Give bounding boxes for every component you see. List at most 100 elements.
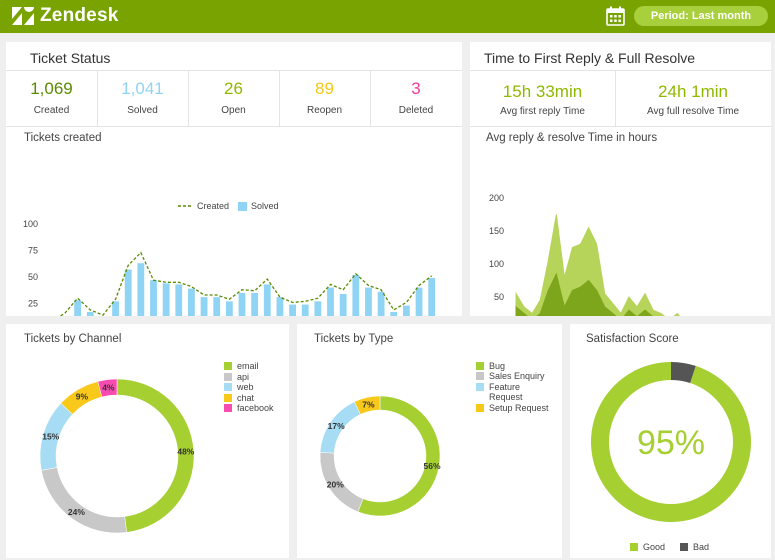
y-tick-label: 100 — [489, 259, 504, 269]
satisfaction-chart: 95% — [591, 362, 751, 522]
kpi-label: Avg full resolve Time — [646, 106, 740, 117]
reply-resolve-card: Time to First Reply & Full Resolve 15h 3… — [470, 42, 771, 316]
solved-bar — [415, 287, 423, 316]
legend-label: facebook — [237, 403, 274, 413]
legend-label: Bug — [489, 361, 506, 371]
zendesk-logo[interactable]: Zendesk — [12, 5, 119, 27]
tickets-by-channel-chart: 48% 24% 15% 9% 4% — [39, 378, 195, 534]
satisfaction-card: Satisfaction Score 95% Good Bad — [570, 324, 771, 558]
slice-label: 4% — [102, 383, 115, 393]
y-tick-label: 150 — [489, 226, 504, 236]
legend-item: Sales Enquiry — [476, 371, 545, 381]
divider — [6, 126, 462, 127]
kpi-value: 89 — [315, 79, 334, 98]
solved-bar — [86, 311, 94, 316]
avg-times-title: Avg reply & resolve Time in hours — [486, 132, 658, 144]
slice-setup-request — [354, 395, 381, 415]
solved-bar — [327, 287, 334, 316]
solved-bar — [314, 301, 322, 316]
solved-bar — [238, 292, 246, 316]
kpi-value: 1,041 — [121, 79, 164, 98]
kpi-open[interactable]: 26 Open — [188, 79, 279, 116]
solved-bar — [428, 278, 436, 316]
tickets-by-type-chart: 56% 20% 17% 7% — [319, 395, 441, 517]
kpi-reopen[interactable]: 89 Reopen — [279, 79, 370, 116]
solved-bar — [390, 311, 398, 316]
divider — [279, 70, 280, 126]
legend-created-label: Created — [197, 201, 229, 211]
divider — [370, 70, 371, 126]
legend-item: facebook — [224, 403, 274, 413]
calendar-icon[interactable] — [606, 6, 625, 26]
legend-swatch — [476, 372, 484, 380]
kpi-created[interactable]: 1,069 Created — [6, 79, 97, 116]
legend-item: Feature Request — [476, 382, 536, 402]
slice-bad — [671, 362, 696, 384]
kpi-full-resolve[interactable]: 24h 1min Avg full resolve Time — [615, 82, 771, 117]
tickets-by-channel-title: Tickets by Channel — [24, 333, 122, 345]
slice-label: 9% — [76, 392, 89, 402]
ticket-status-title: Ticket Status — [30, 50, 111, 66]
tickets-by-type-card: Tickets by Type 56% 20% 17% 7% Bug Sales Enq… — [297, 324, 562, 558]
divider — [188, 70, 189, 126]
legend-label: Feature Request — [489, 382, 523, 402]
tickets-created-legend: Created Solved — [178, 201, 279, 211]
legend-label: Setup Request — [489, 403, 549, 413]
legend-label: Good — [643, 542, 666, 552]
slice-label: 56% — [424, 461, 441, 471]
legend-item: web — [224, 382, 254, 392]
kpi-label: Created — [33, 105, 70, 116]
legend-label: email — [237, 361, 259, 371]
solved-bar — [225, 301, 233, 316]
legend-swatch — [476, 362, 484, 370]
period-selector[interactable]: Period: Last month — [634, 6, 768, 26]
solved-bar — [263, 284, 271, 316]
solved-bar — [74, 300, 82, 316]
slice-label: 48% — [177, 447, 194, 457]
legend-label: api — [237, 371, 250, 382]
solved-bar — [124, 269, 132, 316]
solved-bar — [188, 288, 195, 316]
tickets-created-title: Tickets created — [24, 132, 102, 144]
satisfaction-title: Satisfaction Score — [586, 333, 679, 345]
solved-bar — [162, 283, 170, 316]
satisfaction-value: 95% — [637, 424, 705, 462]
solved-bar — [213, 297, 221, 316]
slice-label: 20% — [327, 479, 344, 489]
solved-bar — [301, 304, 309, 316]
divider — [615, 70, 616, 126]
legend-label: Sales Enquiry — [489, 371, 545, 381]
solved-bar — [251, 292, 259, 316]
slice-label: 17% — [328, 421, 345, 431]
legend-label: web — [237, 382, 254, 392]
divider — [470, 126, 771, 127]
solved-bar — [200, 297, 208, 316]
legend-solved-label: Solved — [251, 201, 279, 211]
tickets-by-channel-card: Tickets by Channel 48% 24% 15% 9% 4% email ap… — [6, 324, 289, 558]
kpi-first-reply[interactable]: 15h 33min Avg first reply Time — [470, 82, 615, 117]
kpi-deleted[interactable]: 3 Deleted — [370, 79, 462, 116]
kpi-label: Solved — [127, 105, 158, 116]
kpi-label: Deleted — [398, 105, 434, 116]
legend-bad: Bad — [680, 542, 709, 552]
legend-swatch — [224, 383, 232, 391]
solved-bar — [402, 305, 410, 316]
kpi-value: 15h 33min — [502, 82, 583, 101]
slice-api — [41, 467, 127, 534]
legend-swatch — [476, 383, 484, 391]
solved-bar — [352, 274, 360, 316]
kpi-solved[interactable]: 1,041 Solved — [97, 79, 188, 116]
y-tick-label: 200 — [489, 193, 504, 203]
legend-good: Good — [630, 542, 665, 552]
reply-resolve-title: Time to First Reply & Full Resolve — [484, 50, 696, 66]
kpi-label: Open — [221, 105, 246, 116]
y-tick-label: 100 — [23, 219, 38, 229]
tickets-by-type-title: Tickets by Type — [314, 333, 394, 345]
y-tick-label: 50 — [494, 292, 504, 302]
divider — [470, 70, 771, 71]
kpi-label: Reopen — [306, 105, 343, 116]
legend-label: chat — [237, 392, 255, 403]
solved-bar — [276, 297, 284, 316]
legend-item: api — [224, 372, 249, 382]
solved-bar — [175, 284, 183, 316]
